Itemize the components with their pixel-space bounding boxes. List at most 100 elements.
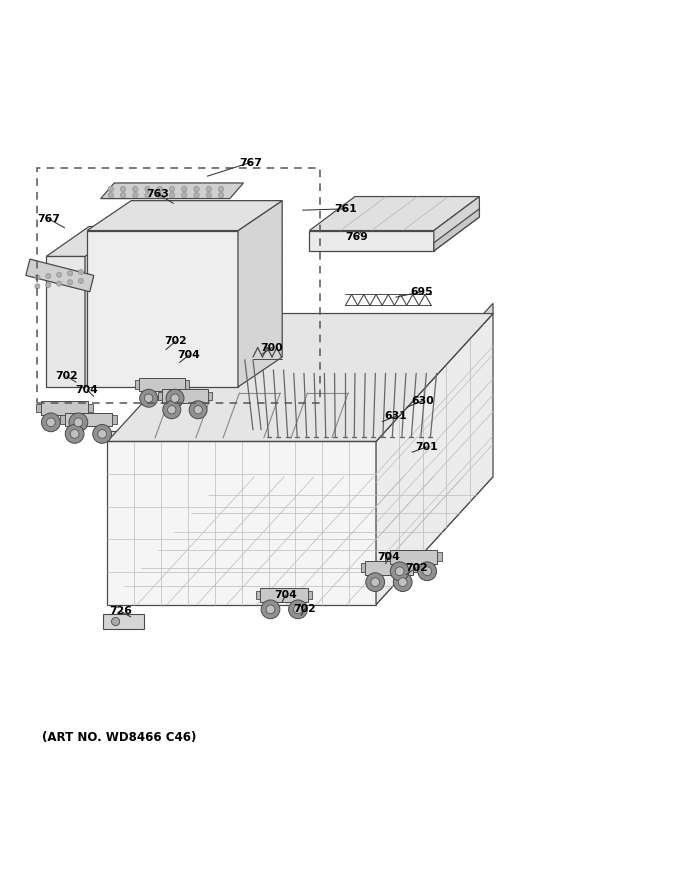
Circle shape <box>78 269 84 275</box>
Polygon shape <box>158 392 163 400</box>
Circle shape <box>371 578 379 587</box>
Polygon shape <box>184 380 189 389</box>
Text: 726: 726 <box>109 606 133 616</box>
Circle shape <box>288 600 307 619</box>
Circle shape <box>74 418 83 427</box>
Circle shape <box>67 280 73 285</box>
Circle shape <box>78 278 84 283</box>
Circle shape <box>266 605 275 613</box>
Polygon shape <box>112 415 116 424</box>
Circle shape <box>393 573 412 591</box>
Circle shape <box>145 187 150 192</box>
Circle shape <box>194 193 199 198</box>
Text: 704: 704 <box>377 552 401 562</box>
Text: (ART NO. WD8466 C46): (ART NO. WD8466 C46) <box>42 731 197 744</box>
Text: 704: 704 <box>274 590 297 600</box>
Circle shape <box>423 567 432 576</box>
Polygon shape <box>437 553 441 561</box>
Circle shape <box>120 187 126 192</box>
Circle shape <box>171 394 180 402</box>
Circle shape <box>98 429 107 438</box>
Polygon shape <box>376 304 493 442</box>
Polygon shape <box>88 404 92 413</box>
Polygon shape <box>65 413 112 427</box>
Polygon shape <box>434 209 479 251</box>
Polygon shape <box>46 226 128 256</box>
Polygon shape <box>163 390 207 402</box>
Circle shape <box>112 618 120 626</box>
Circle shape <box>46 282 51 288</box>
Polygon shape <box>135 380 139 389</box>
Circle shape <box>145 193 150 198</box>
Polygon shape <box>413 563 417 572</box>
Polygon shape <box>87 201 282 231</box>
Circle shape <box>194 187 199 192</box>
Circle shape <box>167 406 176 414</box>
Circle shape <box>65 424 84 444</box>
Circle shape <box>133 193 138 198</box>
Circle shape <box>261 600 280 619</box>
Text: 702: 702 <box>164 336 187 347</box>
Polygon shape <box>309 231 434 251</box>
Circle shape <box>395 567 404 576</box>
Polygon shape <box>85 226 128 387</box>
Circle shape <box>139 389 158 407</box>
Polygon shape <box>207 392 212 400</box>
Circle shape <box>69 413 88 432</box>
Text: 695: 695 <box>410 287 433 297</box>
Text: 767: 767 <box>239 158 262 167</box>
Polygon shape <box>41 401 88 414</box>
Polygon shape <box>87 231 238 387</box>
Circle shape <box>56 281 62 286</box>
Circle shape <box>70 429 79 438</box>
Polygon shape <box>26 259 94 292</box>
Polygon shape <box>256 590 260 599</box>
Circle shape <box>35 283 40 289</box>
Text: 769: 769 <box>345 232 369 242</box>
Text: 702: 702 <box>405 563 428 573</box>
Polygon shape <box>46 256 85 387</box>
Text: 701: 701 <box>415 442 439 451</box>
Polygon shape <box>101 183 243 199</box>
Circle shape <box>46 274 51 279</box>
Circle shape <box>144 394 153 402</box>
Polygon shape <box>309 196 479 231</box>
Text: 631: 631 <box>384 411 407 422</box>
Circle shape <box>218 187 224 192</box>
Circle shape <box>366 573 385 591</box>
Circle shape <box>218 193 224 198</box>
Text: 761: 761 <box>334 204 357 214</box>
Circle shape <box>120 193 126 198</box>
Text: 704: 704 <box>75 385 99 394</box>
Text: 702: 702 <box>55 371 78 381</box>
Bar <box>37 168 320 402</box>
Polygon shape <box>434 196 479 251</box>
Polygon shape <box>238 201 282 387</box>
Text: 630: 630 <box>411 395 435 406</box>
Polygon shape <box>107 442 376 605</box>
Text: 704: 704 <box>177 350 201 360</box>
Polygon shape <box>260 588 308 602</box>
Circle shape <box>206 193 211 198</box>
Text: 767: 767 <box>37 214 61 224</box>
Polygon shape <box>139 378 184 391</box>
Circle shape <box>46 418 55 427</box>
Polygon shape <box>361 563 365 572</box>
Polygon shape <box>308 590 312 599</box>
Circle shape <box>294 605 303 613</box>
Circle shape <box>194 406 203 414</box>
Circle shape <box>92 424 112 444</box>
Polygon shape <box>386 553 390 561</box>
Circle shape <box>206 187 211 192</box>
Text: 700: 700 <box>260 342 284 353</box>
Circle shape <box>133 187 138 192</box>
Circle shape <box>169 187 175 192</box>
Circle shape <box>41 413 61 432</box>
Polygon shape <box>107 477 493 605</box>
Circle shape <box>67 271 73 276</box>
Circle shape <box>35 275 40 280</box>
Polygon shape <box>365 561 413 575</box>
Polygon shape <box>37 404 41 413</box>
Polygon shape <box>107 313 493 442</box>
Polygon shape <box>376 313 493 605</box>
